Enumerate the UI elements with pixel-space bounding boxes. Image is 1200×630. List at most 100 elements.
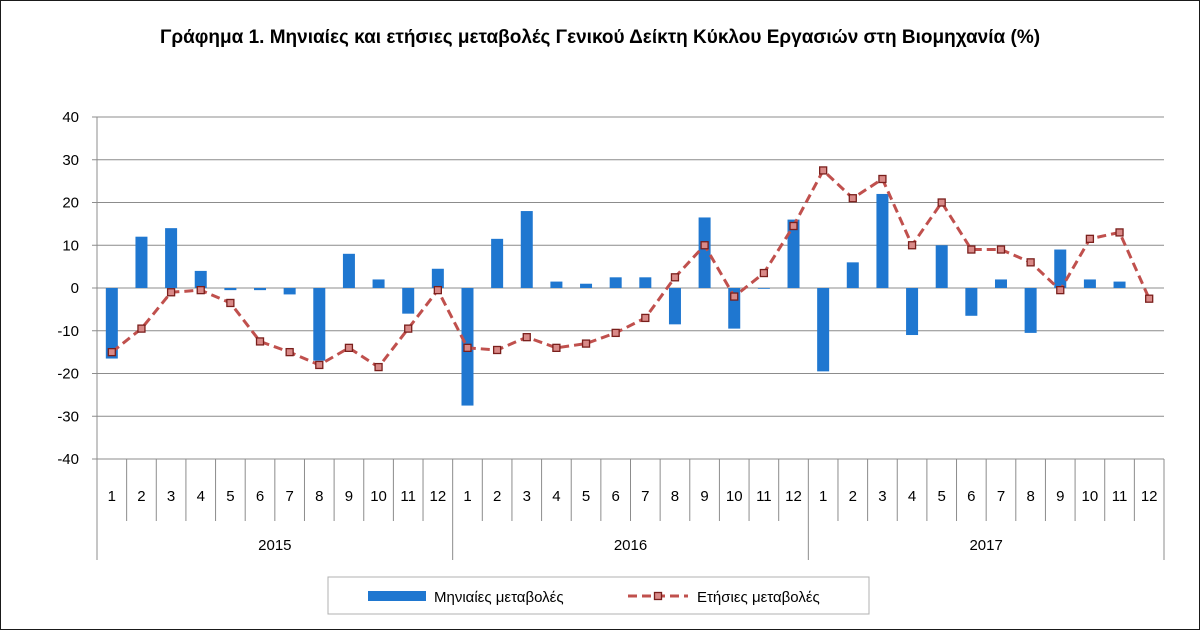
line-marker [226,298,235,308]
bar [639,277,652,288]
legend-label-monthly: Μηνιαίες μεταβολές [434,589,564,606]
line-marker [463,343,472,353]
bar [165,228,178,288]
bar [402,288,415,314]
line-marker [166,288,176,297]
bar [906,288,919,336]
bar [609,277,622,288]
bar [135,236,148,288]
month-label: 1 [463,488,471,505]
line-marker [107,347,116,357]
month-label: 8 [671,488,679,505]
year-label: 2016 [614,537,647,554]
line-marker [1085,234,1095,243]
bar [698,217,711,288]
bar [1083,279,1096,288]
y-tick-label: 30 [62,152,79,169]
month-label: 12 [785,488,802,505]
legend-bar-swatch [368,591,426,601]
y-tick-label: -30 [57,408,79,425]
y-tick-label: -20 [57,366,79,383]
month-label: 1 [108,488,116,505]
line-marker [552,343,561,353]
line-marker [878,174,887,184]
bar [254,288,267,291]
line-marker [759,268,769,278]
month-label: 11 [400,488,416,505]
y-tick-label: -10 [57,323,79,340]
y-tick-label: 0 [71,280,79,297]
chart-title: Γράφημα 1. Μηνιαίες και ετήσιες μεταβολέ… [159,27,1041,48]
bar [846,262,859,288]
line-marker [255,337,265,346]
bar [224,288,237,291]
line-marker [315,360,324,370]
bar [520,211,533,288]
y-tick-label: 10 [62,237,79,254]
yearly-line [110,168,1151,369]
line-marker [907,241,917,250]
line-marker [967,245,976,254]
line-marker [522,333,531,342]
line-marker [492,345,502,355]
bar [491,238,504,288]
month-label: 4 [908,488,916,505]
line-marker [670,273,680,282]
month-label: 7 [997,488,1005,505]
month-label: 3 [167,488,175,505]
bar [668,288,681,325]
legend-label-yearly: Ετήσιες μεταβολές [697,589,820,606]
bar [550,281,563,288]
bar [313,288,326,361]
month-label: 6 [612,488,620,505]
month-label: 6 [256,488,264,505]
bar [876,193,889,288]
line-marker [1026,258,1035,267]
month-label: 4 [552,488,560,505]
line-marker [404,324,413,333]
month-label: 2 [849,488,857,505]
month-label: 10 [726,488,743,505]
line-marker [700,241,709,250]
bar [283,288,296,295]
bar [372,279,385,288]
month-label: 7 [285,488,293,505]
line-marker [848,194,857,203]
bar [994,279,1007,288]
line-marker [937,198,946,207]
bar [965,288,978,316]
month-label: 9 [1056,488,1064,505]
month-label: 11 [1112,488,1128,505]
bar [194,270,207,288]
month-label: 10 [370,488,387,505]
line-marker [996,245,1006,254]
month-label: 2 [493,488,501,505]
line-marker [1115,228,1124,237]
line-marker [641,313,650,323]
line-marker [730,292,739,301]
line-marker [819,166,828,175]
bar [1113,281,1126,288]
bar [1054,249,1067,288]
month-label: 8 [315,488,323,505]
month-label: 9 [700,488,708,505]
month-label: 7 [641,488,649,505]
month-label: 11 [756,488,772,505]
bar [580,283,593,288]
bar [431,268,444,288]
y-tick-label: -40 [57,451,79,468]
line-marker [433,285,442,295]
bar [1024,288,1037,333]
legend-line-marker [653,591,663,601]
bar [757,288,770,289]
month-label: 5 [938,488,946,505]
bar [342,253,355,288]
line-marker [137,324,146,333]
bar [935,245,948,288]
year-label: 2015 [258,537,291,554]
month-label: 3 [878,488,886,505]
line-marker [285,347,294,357]
month-label: 3 [523,488,531,505]
